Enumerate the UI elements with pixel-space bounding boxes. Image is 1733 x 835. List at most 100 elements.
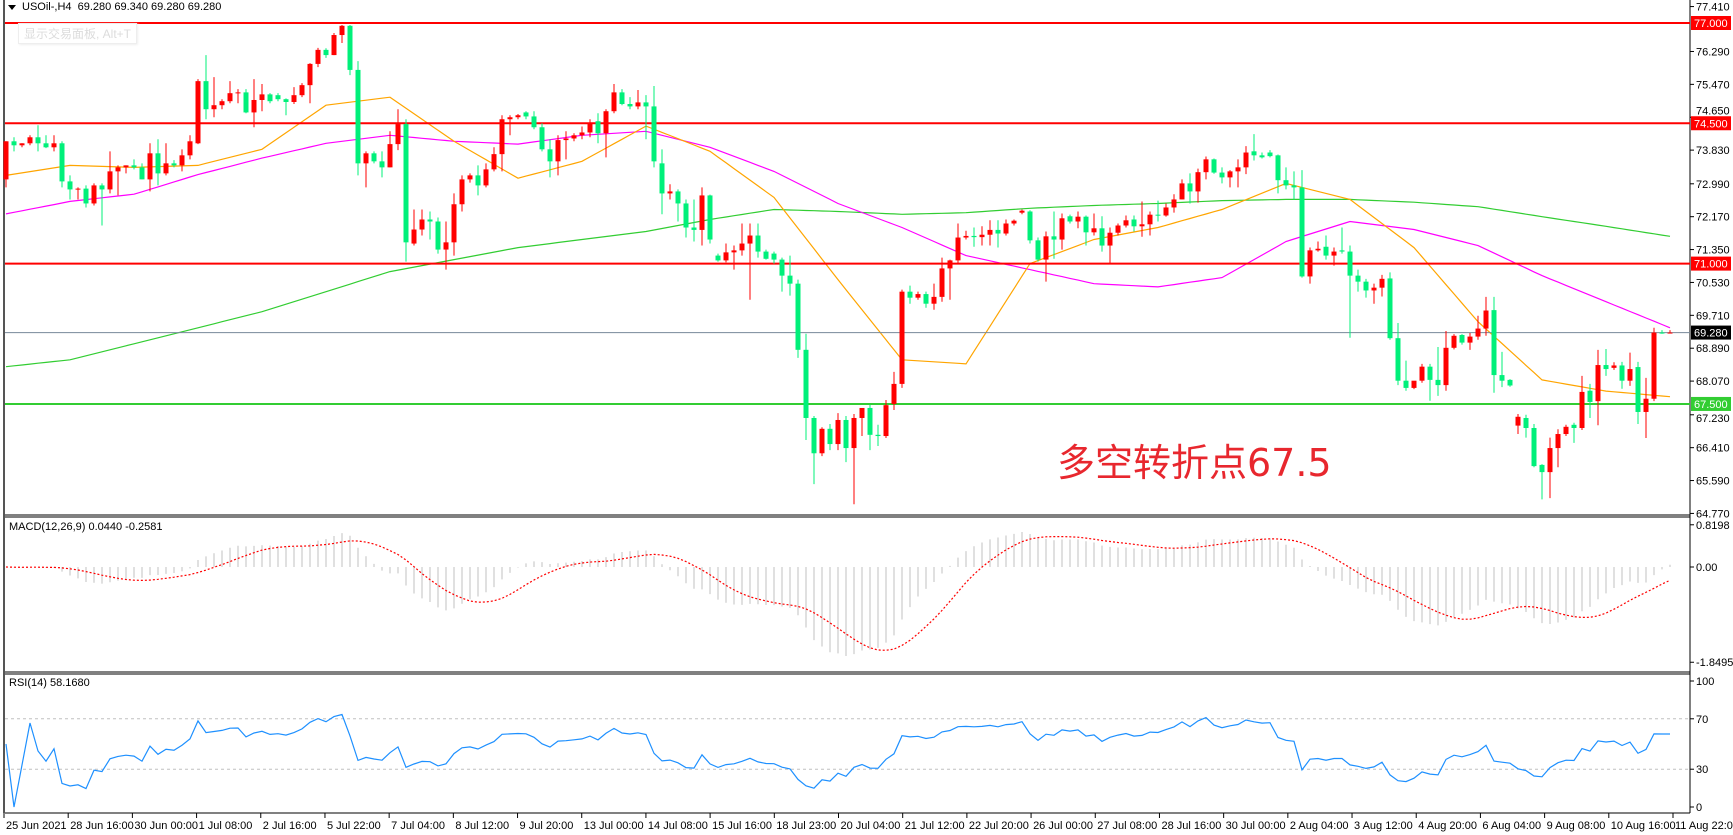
dropdown-triangle-icon[interactable] xyxy=(8,4,16,10)
candle-body xyxy=(187,141,193,156)
time-tick-label: 2 Aug 04:00 xyxy=(1290,820,1349,832)
candle xyxy=(163,143,169,176)
candle xyxy=(1067,214,1073,224)
candle xyxy=(539,123,545,152)
candle-body xyxy=(747,235,753,244)
candle xyxy=(1163,203,1169,217)
candle-body xyxy=(355,69,361,164)
candle xyxy=(651,85,657,168)
time-tick-label: 5 Jul 22:00 xyxy=(327,820,381,832)
candle-body xyxy=(67,181,73,190)
candle-body xyxy=(1459,334,1465,343)
candle-body xyxy=(867,407,873,435)
candle-body xyxy=(739,243,745,251)
candle-body xyxy=(755,235,761,252)
price-tick-label: 75.470 xyxy=(1696,79,1730,91)
candle xyxy=(1395,322,1401,386)
candle-body xyxy=(635,102,641,107)
candle-body xyxy=(675,191,681,204)
candle-body xyxy=(491,154,497,170)
candle xyxy=(915,291,921,300)
level-label-box xyxy=(1691,325,1731,340)
candle xyxy=(283,98,289,116)
candle-body xyxy=(699,195,705,230)
candle xyxy=(1035,237,1041,262)
trade-panel-hint[interactable]: 显示交易面板, Alt+T xyxy=(18,23,138,44)
candle-body xyxy=(1419,366,1425,381)
candle-body xyxy=(1579,391,1585,429)
candle-body xyxy=(835,419,841,445)
level-label: 74.500 xyxy=(1694,118,1728,130)
candle xyxy=(1011,219,1017,226)
candle xyxy=(1219,167,1225,184)
annotation-text: 多空转折点67.5 xyxy=(1057,441,1332,485)
candle-body xyxy=(1219,172,1225,178)
candle xyxy=(1307,247,1313,284)
candle-body xyxy=(875,434,881,437)
candle-body xyxy=(1203,159,1209,173)
candle xyxy=(1059,213,1065,250)
candle xyxy=(243,89,249,114)
candle xyxy=(1459,334,1465,345)
candle-body xyxy=(1531,428,1537,467)
candle-body xyxy=(291,95,297,102)
candle-body xyxy=(1515,416,1521,426)
candle-body xyxy=(947,260,953,269)
time-tick-label: 6 Aug 04:00 xyxy=(1482,820,1541,832)
candle xyxy=(499,115,505,172)
candle xyxy=(755,223,761,258)
candle xyxy=(43,135,49,149)
candle xyxy=(1187,173,1193,204)
candle xyxy=(1619,361,1625,389)
candle-body xyxy=(1011,220,1017,224)
time-tick-label: 4 Aug 20:00 xyxy=(1418,820,1477,832)
candle-body xyxy=(1547,448,1553,473)
candle xyxy=(947,259,953,300)
time-tick-label: 3 Aug 12:00 xyxy=(1354,820,1413,832)
candle xyxy=(587,119,593,138)
candle xyxy=(859,407,865,437)
candle-body xyxy=(827,428,833,445)
candle-body xyxy=(211,105,217,110)
candle-body xyxy=(1187,183,1193,192)
candle xyxy=(227,81,233,104)
candle xyxy=(427,211,433,240)
candle xyxy=(883,399,889,439)
candle xyxy=(187,135,193,160)
candle-body xyxy=(219,101,225,106)
candle xyxy=(1403,360,1409,391)
candle-body xyxy=(587,123,593,133)
candle xyxy=(547,139,553,178)
price-tick-label: 72.990 xyxy=(1696,179,1730,191)
candle xyxy=(1435,347,1441,396)
candle xyxy=(1635,361,1641,424)
time-tick-label: 15 Jul 16:00 xyxy=(712,820,772,832)
macd-tick-label: 0.00 xyxy=(1696,562,1717,574)
candle xyxy=(1147,211,1153,236)
chart-title[interactable]: USOil-,H4 69.280 69.340 69.280 69.280 xyxy=(8,1,221,13)
candle-body xyxy=(731,250,737,253)
candle-body xyxy=(1243,152,1249,168)
candle-body xyxy=(795,283,801,350)
candle-body xyxy=(1139,224,1145,227)
candle xyxy=(1659,330,1665,334)
candle-body xyxy=(1027,211,1033,241)
price-tick-label: 71.350 xyxy=(1696,245,1730,257)
candle-body xyxy=(1363,281,1369,291)
candle-body xyxy=(43,143,49,148)
candle-body xyxy=(51,143,57,148)
candle-body xyxy=(651,106,657,162)
candle-body xyxy=(107,171,113,190)
candle xyxy=(1027,210,1033,244)
candle xyxy=(795,279,801,358)
candle xyxy=(1555,429,1561,468)
candle-body xyxy=(1163,207,1169,216)
candle xyxy=(443,221,449,270)
candle xyxy=(3,141,9,188)
candle-body xyxy=(1259,155,1265,158)
candle xyxy=(891,371,897,410)
candle-body xyxy=(563,138,569,141)
candle-body xyxy=(1315,248,1321,251)
candle xyxy=(659,149,665,215)
candle xyxy=(691,199,697,242)
